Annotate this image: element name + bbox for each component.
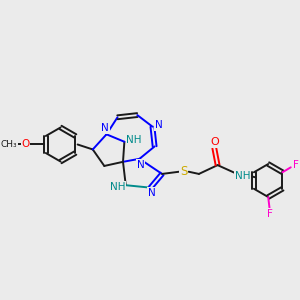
Text: NH: NH xyxy=(126,135,142,146)
Text: N: N xyxy=(101,123,109,133)
Text: O: O xyxy=(210,137,219,147)
Text: O: O xyxy=(21,140,29,149)
Text: NH: NH xyxy=(110,182,125,192)
Text: F: F xyxy=(267,209,272,219)
Text: NH: NH xyxy=(235,171,251,181)
Text: CH₃: CH₃ xyxy=(1,140,17,149)
Text: F: F xyxy=(293,160,298,170)
Text: N: N xyxy=(154,120,162,130)
Text: N: N xyxy=(137,160,145,170)
Text: N: N xyxy=(148,188,156,198)
Text: S: S xyxy=(180,165,188,178)
